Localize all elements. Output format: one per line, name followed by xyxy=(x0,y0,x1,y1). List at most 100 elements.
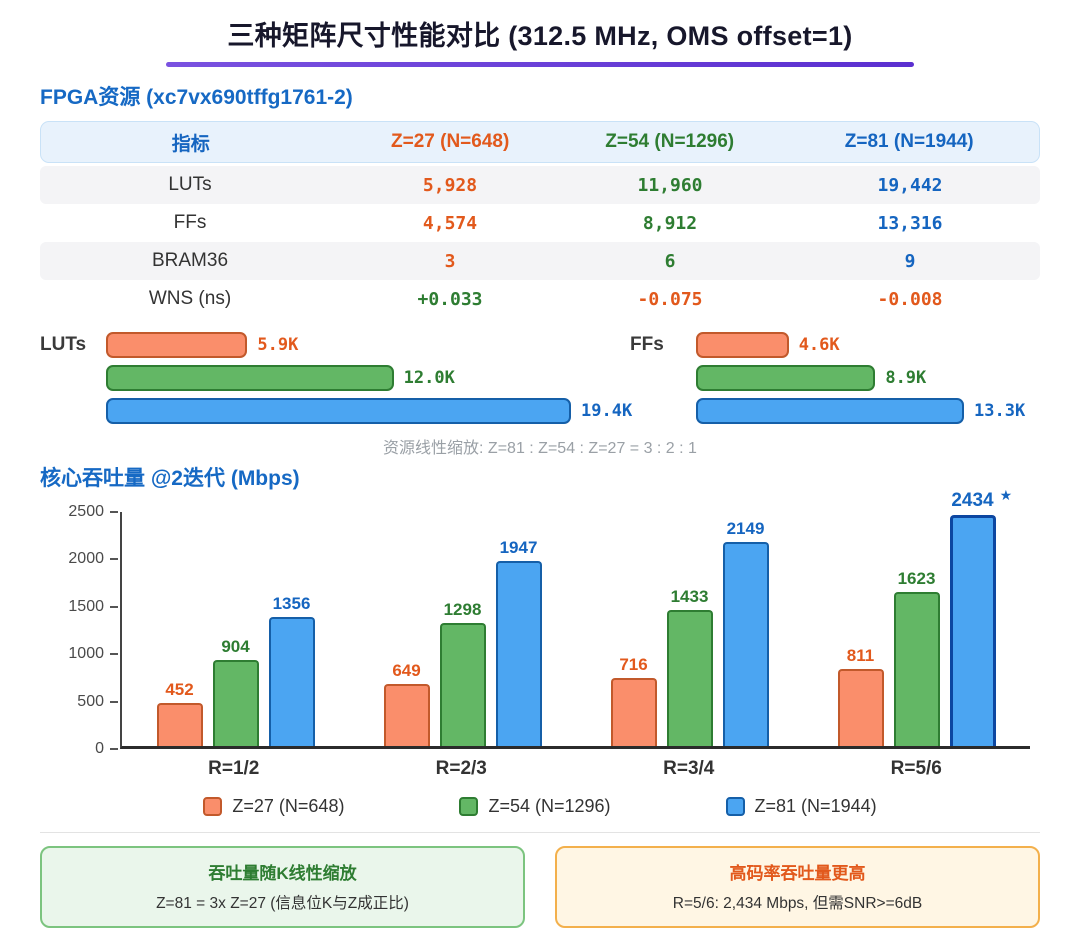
value-cell: 8,912 xyxy=(642,212,698,234)
value-cell: -0.075 xyxy=(637,288,703,310)
bar-value-label: 2434 ★ xyxy=(951,487,1013,511)
chart-legend: Z=27 (N=648) Z=54 (N=1296) Z=81 (N=1944) xyxy=(40,796,1040,817)
mini-bar-value: 12.0K xyxy=(403,368,455,388)
bar-wrapper: 1356 xyxy=(268,594,315,746)
callout-box: 高码率吞吐量更高 R=5/6: 2,434 Mbps, 但需SNR>=6dB xyxy=(555,846,1040,928)
table-header-cell: Z=54 (N=1296) xyxy=(605,131,735,152)
scaling-caption: 资源线性缩放: Z=81 : Z=54 : Z=27 = 3 : 2 : 1 xyxy=(383,440,697,457)
mini-bar-row: 8.9K xyxy=(696,365,964,391)
mini-chart-luts: LUTs 5.9K 12.0K 19.4K xyxy=(40,332,632,424)
mini-chart-ffs: FFs 4.6K 8.9K 13.3K xyxy=(630,332,1040,424)
legend-swatch xyxy=(203,797,223,816)
mini-bar-row: 19.4K xyxy=(106,398,632,424)
metric-cell: LUTs xyxy=(168,174,212,195)
bar xyxy=(495,561,542,746)
page-title: 三种矩阵尺寸性能对比 (312.5 MHz, OMS offset=1) xyxy=(227,21,853,51)
table-row: LUTs 5,928 11,960 19,442 xyxy=(40,166,1040,204)
bar-wrapper: 649 xyxy=(383,661,430,746)
value-cell: 3 xyxy=(444,250,456,272)
value-cell: -0.008 xyxy=(877,288,943,310)
bar-value-label: 1298 xyxy=(443,600,482,619)
bar-group: 649 1298 1947 xyxy=(349,512,576,746)
y-tick-label: 0 xyxy=(95,740,104,757)
throughput-section: 核心吞吐量 @2迭代 (Mbps) 0 500 1000 1500 2000 2500 4… xyxy=(40,462,1040,817)
bar-wrapper: 1623 xyxy=(893,569,940,746)
bar xyxy=(722,542,769,746)
callout-title: 高码率吞吐量更高 xyxy=(729,864,866,883)
mini-bar-rows: 4.6K 8.9K 13.3K xyxy=(696,332,1025,424)
table-header-cell: Z=27 (N=648) xyxy=(391,131,510,152)
y-axis-tick: 1000 xyxy=(68,645,118,663)
bar-value-label: 1356 xyxy=(272,594,311,613)
divider xyxy=(40,832,1040,833)
throughput-bar-chart: 0 500 1000 1500 2000 2500 452 904 1356 649 1298 19… xyxy=(40,487,1040,784)
bar xyxy=(893,592,940,746)
value-cell: 19,442 xyxy=(877,174,943,196)
bar xyxy=(156,703,203,746)
x-category-label: R=2/3 xyxy=(435,758,487,779)
metric-cell: FFs xyxy=(173,212,207,233)
value-cell: 6 xyxy=(664,250,676,272)
table-row: FFs 4,574 8,912 13,316 xyxy=(40,204,1040,242)
mini-bar xyxy=(106,365,394,391)
value-cell: 13,316 xyxy=(877,212,943,234)
value-cell: 11,960 xyxy=(637,174,703,196)
bar xyxy=(837,669,884,746)
bar-wrapper: 904 xyxy=(212,637,259,746)
bar-group: 716 1433 2149 xyxy=(576,512,803,746)
mini-bar-row: 12.0K xyxy=(106,365,571,391)
highlight-star-icon: ★ xyxy=(999,487,1013,503)
y-axis: 0 500 1000 1500 2000 2500 xyxy=(40,503,118,757)
value-cell: +0.033 xyxy=(417,288,483,310)
legend-swatch xyxy=(459,797,479,816)
legend-item: Z=27 (N=648) xyxy=(203,796,344,817)
x-category-label: R=1/2 xyxy=(208,758,260,779)
metric-cell: WNS (ns) xyxy=(148,288,232,309)
throughput-title: 核心吞吐量 @2迭代 (Mbps) xyxy=(40,467,300,490)
y-tick-mark xyxy=(110,700,118,703)
table-header-row: 指标 Z=27 (N=648) Z=54 (N=1296) Z=81 (N=1944) xyxy=(40,121,1040,163)
y-tick-mark xyxy=(110,605,118,608)
bar-wrapper: 716 xyxy=(610,655,657,746)
table-row: WNS (ns) +0.033 -0.075 -0.008 xyxy=(40,280,1040,318)
y-tick-mark xyxy=(110,511,118,513)
bar-value-label: 452 xyxy=(165,680,194,699)
bar xyxy=(383,684,430,746)
bar-value-label: 716 xyxy=(619,655,648,674)
mini-bar-rows: 5.9K 12.0K 19.4K xyxy=(106,332,632,424)
mini-bar-value: 4.6K xyxy=(798,335,840,355)
bar-value-label: 649 xyxy=(392,661,421,680)
legend-label: Z=81 (N=1944) xyxy=(754,796,877,816)
plot-area: 452 904 1356 649 1298 1947 716 1433 2149 811 1623 2… xyxy=(120,487,1030,749)
metric-cell: BRAM36 xyxy=(151,250,229,271)
value-cell: 9 xyxy=(904,250,916,272)
table-row: BRAM36 3 6 9 xyxy=(40,242,1040,280)
y-tick-label: 2000 xyxy=(68,550,104,568)
y-tick-mark xyxy=(110,653,118,656)
y-tick-label: 2500 xyxy=(68,503,104,520)
bar-wrapper: 2434 ★ xyxy=(949,487,1013,746)
bar xyxy=(439,623,486,746)
bar-group: 452 904 1356 xyxy=(122,512,349,746)
legend-swatch xyxy=(725,797,745,816)
bar-value-label: 904 xyxy=(221,637,250,656)
bar-value-label: 1623 xyxy=(897,569,936,588)
callout-body: R=5/6: 2,434 Mbps, 但需SNR>=6dB xyxy=(672,895,923,912)
mini-chart-label: LUTs xyxy=(40,334,87,355)
bar-wrapper: 1433 xyxy=(666,587,713,746)
mini-bar-row: 5.9K xyxy=(106,332,571,358)
mini-bar xyxy=(696,365,876,391)
bar-value-label: 2149 xyxy=(726,519,765,538)
mini-bar-charts: LUTs 5.9K 12.0K 19.4K FFs 4.6K 8.9K 13.3K xyxy=(40,332,1040,424)
x-category-label: R=5/6 xyxy=(890,758,942,779)
callout-body: Z=81 = 3x Z=27 (信息位K与Z成正比) xyxy=(156,895,409,912)
legend-label: Z=54 (N=1296) xyxy=(488,796,611,816)
bar-value-label: 1947 xyxy=(499,538,538,557)
y-tick-label: 500 xyxy=(77,692,104,710)
y-axis-tick: 500 xyxy=(77,693,118,711)
y-axis-tick: 2500 xyxy=(68,503,118,521)
callout-title: 吞吐量随K线性缩放 xyxy=(208,864,357,883)
table-body: LUTs 5,928 11,960 19,442 FFs 4,574 8,912 13,316… xyxy=(40,166,1040,318)
bar-group: 811 1623 2434 ★ xyxy=(803,487,1030,746)
